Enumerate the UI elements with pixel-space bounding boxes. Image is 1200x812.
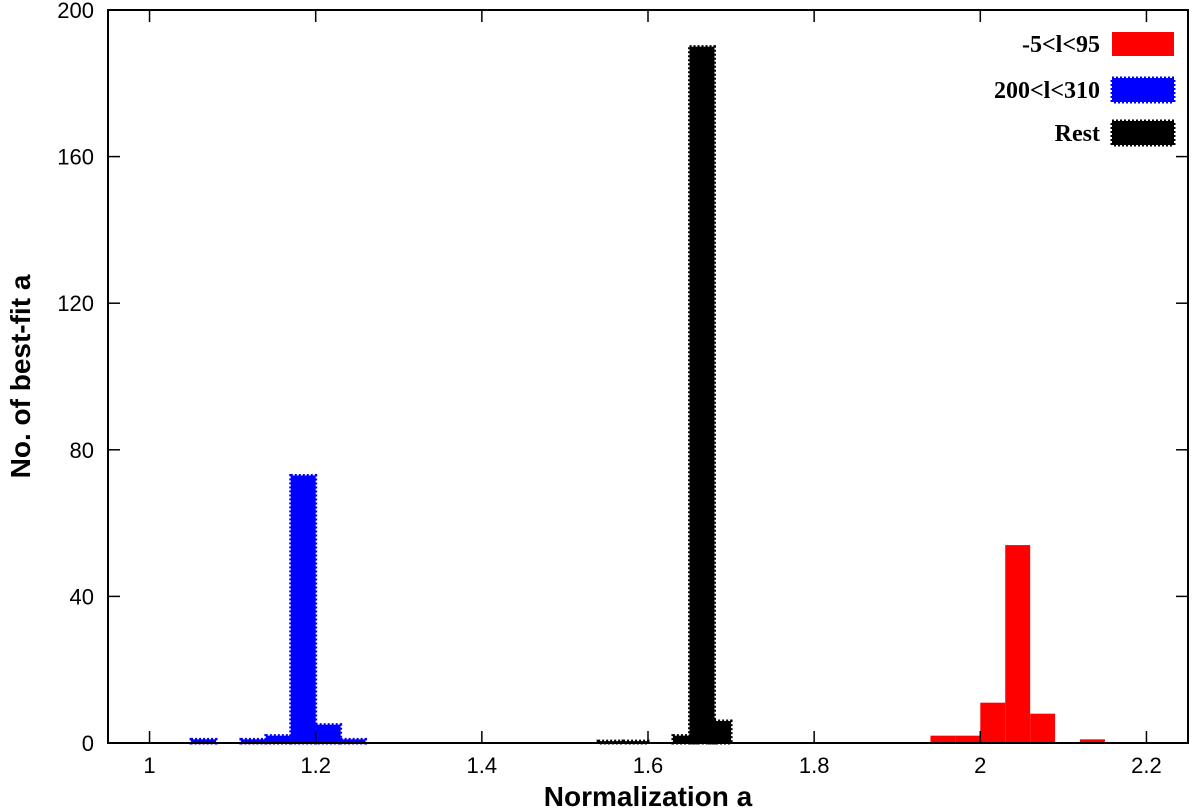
legend-swatch-2 [1110, 119, 1176, 147]
bar-series-2-bin-3 [688, 45, 716, 745]
y-tick-label-3: 120 [57, 291, 94, 316]
x-tick-label-0: 1 [143, 753, 155, 778]
bar-series-2-bin-4 [704, 719, 733, 745]
x-tick-label-5: 2 [974, 753, 986, 778]
bar-series-0-bin-2 [980, 702, 1006, 743]
y-tick-label-4: 160 [57, 145, 94, 170]
bars-layer [189, 45, 1105, 745]
y-tick-label-1: 40 [70, 584, 94, 609]
bar-series-0-bin-0 [930, 735, 956, 743]
bar-series-1-bin-3 [289, 473, 318, 745]
x-tick-label-4: 1.8 [799, 753, 830, 778]
y-tick-label-2: 80 [70, 438, 94, 463]
bar-series-1-bin-2 [264, 734, 293, 745]
legend-label-1: 200<l<310 [994, 78, 1100, 104]
x-tick-label-1: 1.2 [300, 753, 331, 778]
bar-series-0-bin-5 [1080, 739, 1105, 743]
x-axis-title: Normalization a [544, 781, 753, 812]
legend: -5<l<95 200<l<310 Rest [994, 32, 1176, 147]
x-tick-label-6: 2.2 [1131, 753, 1162, 778]
legend-label-2: Rest [1055, 121, 1100, 147]
bar-series-0-bin-1 [955, 735, 981, 743]
x-tick-label-3: 1.6 [633, 753, 664, 778]
legend-swatch-1 [1110, 76, 1176, 104]
x-tick-label-2: 1.4 [467, 753, 498, 778]
bar-series-0-bin-4 [1030, 713, 1056, 743]
y-axis-title: No. of best-fit a [5, 274, 36, 478]
bar-series-1-bin-4 [314, 723, 343, 745]
y-tick-label-5: 200 [57, 0, 94, 23]
bar-series-0-bin-3 [1005, 545, 1031, 743]
ticks-layer: 1 1.2 1.4 1.6 1.8 2 2.2 0 40 80 120 160 200 [57, 0, 1188, 778]
y-tick-label-0: 0 [82, 731, 94, 756]
legend-swatch-0 [1112, 32, 1174, 56]
legend-label-0: -5<l<95 [1022, 32, 1100, 58]
